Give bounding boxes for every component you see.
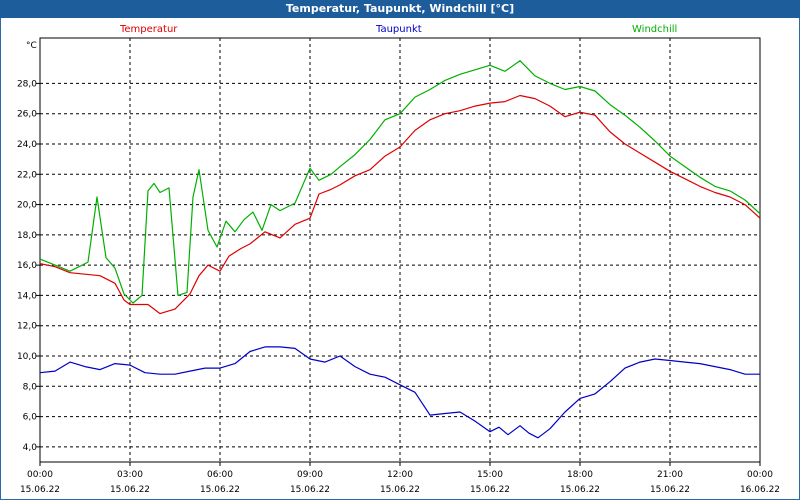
- x-tick-date: 15.06.22: [650, 485, 690, 495]
- series-line-temperatur: [39, 94, 761, 315]
- x-tick-date: 15.06.22: [290, 485, 330, 495]
- y-axis-unit: °C: [26, 41, 37, 51]
- x-tick-time: 03:00: [117, 470, 143, 480]
- y-tick-label: 18,0: [17, 231, 37, 241]
- x-tick-date: 15.06.22: [380, 485, 420, 495]
- x-tick-date: 15.06.22: [110, 485, 150, 495]
- y-tick-label: 12,0: [17, 322, 37, 332]
- legend-windchill: Windchill: [632, 24, 678, 35]
- legend-temperatur: Temperatur: [120, 24, 178, 35]
- x-tick-time: 15:00: [477, 470, 503, 480]
- y-tick-label: 4,0: [23, 443, 38, 453]
- y-tick-label: 6,0: [23, 413, 38, 423]
- x-tick-date: 15.06.22: [560, 485, 600, 495]
- y-tick-label: 26,0: [17, 110, 37, 120]
- window-title: Temperatur, Taupunkt, Windchill [°C]: [0, 0, 800, 18]
- x-tick-date: 15.06.22: [200, 485, 240, 495]
- y-tick-label: 14,0: [17, 291, 37, 301]
- y-tick-label: 24,0: [17, 140, 37, 150]
- x-tick-time: 12:00: [387, 470, 413, 480]
- x-tick-time: 21:00: [657, 470, 683, 480]
- x-tick-time: 06:00: [207, 470, 233, 480]
- x-tick-time: 00:00: [27, 470, 53, 480]
- y-tick-label: 22,0: [17, 170, 37, 180]
- y-tick-label: 10,0: [17, 352, 37, 362]
- x-tick-date: 16.06.22: [740, 485, 780, 495]
- y-tick-label: 28,0: [17, 79, 37, 89]
- x-tick-date: 15.06.22: [20, 485, 60, 495]
- y-tick-label: 20,0: [17, 201, 37, 211]
- x-tick-time: 18:00: [567, 470, 593, 480]
- y-tick-label: 16,0: [17, 261, 37, 271]
- x-tick-time: 00:00: [747, 470, 773, 480]
- x-tick-date: 15.06.22: [470, 485, 510, 495]
- legend-taupunkt: Taupunkt: [376, 24, 422, 35]
- y-tick-label: 8,0: [23, 382, 38, 392]
- series-line-taupunkt: [39, 346, 760, 439]
- series-line-windchill: [39, 60, 761, 304]
- x-tick-time: 09:00: [297, 470, 323, 480]
